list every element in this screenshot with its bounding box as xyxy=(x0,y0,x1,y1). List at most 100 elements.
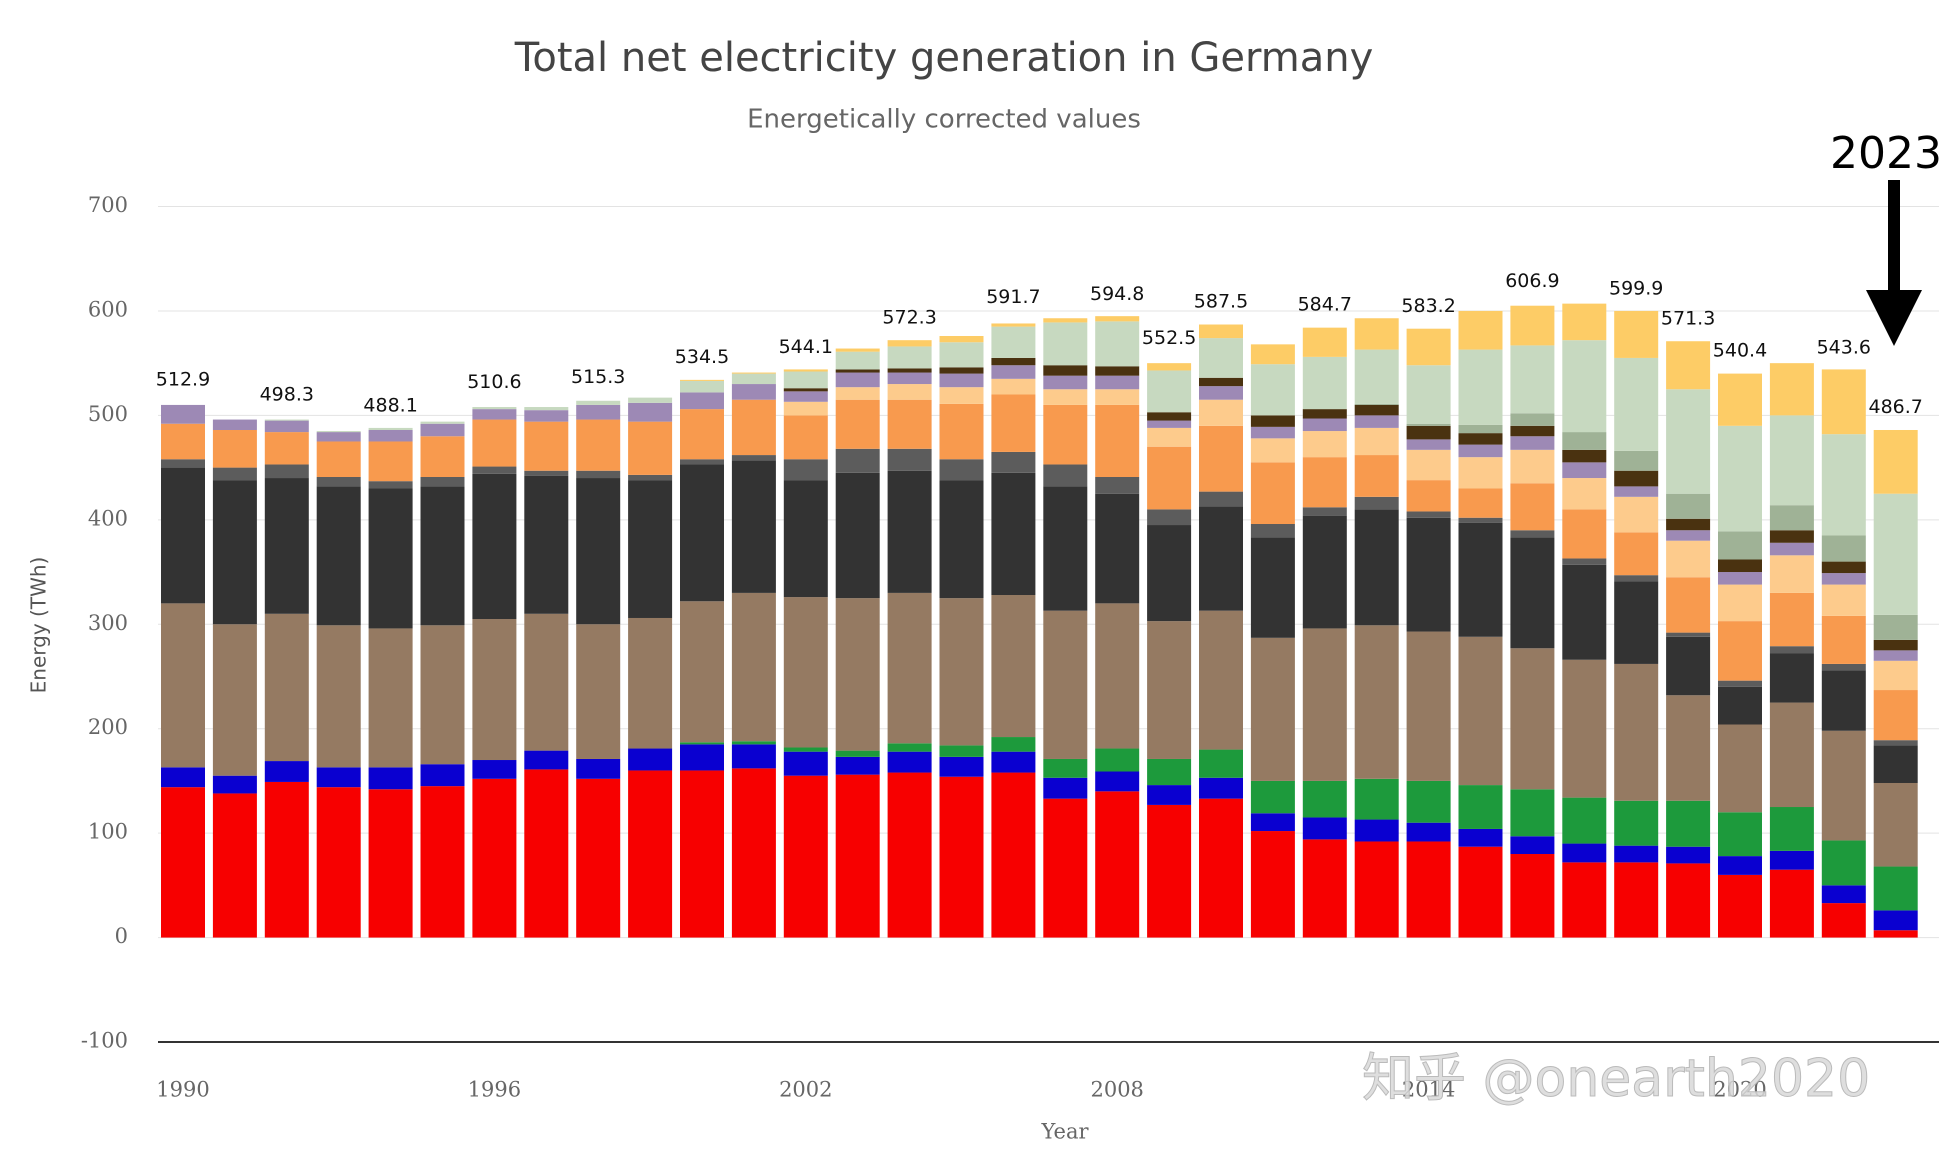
bar-segment xyxy=(1406,631,1451,781)
bar-segment xyxy=(1199,425,1243,492)
bar-segment xyxy=(1718,621,1762,681)
bar-segment xyxy=(1199,399,1243,426)
y-tick-label: 100 xyxy=(88,820,128,844)
bar-segment xyxy=(939,367,984,374)
bar-segment xyxy=(1406,517,1451,632)
bar-segment xyxy=(1821,369,1866,435)
bar-segment xyxy=(576,778,621,938)
bar-segment xyxy=(1354,427,1399,456)
bar-segment xyxy=(1354,403,1399,405)
bar-segment xyxy=(264,464,309,479)
bar-segment xyxy=(628,480,673,618)
bar-segment xyxy=(212,624,257,776)
bar-segment xyxy=(1718,559,1762,573)
bar-segment xyxy=(1769,415,1814,506)
plot-area: -100 0 100 200 300 400 500 600 700 1990 512.9 498.3… xyxy=(81,193,1939,1102)
total-label: 571.3 xyxy=(1661,307,1715,329)
bar-segment xyxy=(1147,509,1192,526)
bar-segment xyxy=(576,470,621,479)
bar-segment xyxy=(1614,486,1659,497)
bar-segment xyxy=(472,407,517,410)
bar-segment xyxy=(1095,603,1140,749)
bar-segment xyxy=(731,744,776,769)
bar-segment xyxy=(835,448,880,473)
total-label: 591.7 xyxy=(986,286,1040,308)
bar-segment xyxy=(1666,518,1711,531)
bar-segment xyxy=(1199,777,1243,799)
bar-segment xyxy=(1250,415,1295,427)
bar-segment xyxy=(420,423,465,437)
bar-segment xyxy=(887,592,932,744)
bar-segment xyxy=(1562,449,1607,463)
bar-segment xyxy=(1769,542,1814,556)
bar-segment xyxy=(1043,610,1088,759)
bar-segment xyxy=(161,423,205,460)
bar-segment xyxy=(264,432,309,465)
bar-segment xyxy=(1821,730,1866,841)
bar-segment xyxy=(1873,930,1918,938)
bar-segment xyxy=(1666,695,1711,801)
bar-segment xyxy=(1458,349,1503,425)
bar-segment xyxy=(835,750,880,757)
bar-segment xyxy=(1614,450,1659,471)
bar-segment xyxy=(316,441,361,477)
total-label: 515.3 xyxy=(571,366,625,388)
bar-segment xyxy=(1043,464,1088,487)
bar-segment xyxy=(991,365,1036,379)
bar-segment xyxy=(1562,843,1607,863)
bar-segment xyxy=(835,348,880,352)
bar-segment xyxy=(680,379,724,381)
bar-segment xyxy=(1354,496,1399,510)
bar-segment xyxy=(939,756,984,777)
bar-segment xyxy=(1458,636,1503,786)
bar-segment xyxy=(1821,561,1866,574)
bar-segment xyxy=(524,410,569,422)
bar-segment xyxy=(1666,632,1711,637)
bar-segment xyxy=(1666,577,1711,633)
bar-segment xyxy=(991,323,1036,327)
bar-segment xyxy=(887,470,932,593)
bar-segment xyxy=(212,775,257,794)
y-tick-label: -100 xyxy=(81,1029,128,1053)
bar-segment xyxy=(264,478,309,614)
bar-segment xyxy=(1302,839,1347,938)
bar-segment xyxy=(1147,363,1192,371)
bar-segment xyxy=(1354,455,1399,497)
bar-segment xyxy=(1769,850,1814,870)
bar-segment xyxy=(835,369,880,373)
bar-segment xyxy=(161,787,205,938)
y-axis-title: Energy (TWh) xyxy=(27,557,51,694)
bar-segment xyxy=(472,419,517,467)
bar-segment xyxy=(161,404,205,424)
bar-segment xyxy=(1614,532,1659,576)
bar-segment xyxy=(1769,646,1814,654)
bar-segment xyxy=(783,751,828,776)
bar-segment xyxy=(1458,846,1503,938)
bar-segment xyxy=(1873,690,1918,741)
bar-segment xyxy=(991,394,1036,452)
bar-segment xyxy=(576,419,621,471)
bar-segment xyxy=(472,619,517,761)
bar-segment xyxy=(1718,874,1762,938)
bar-segment xyxy=(1458,424,1503,434)
bar-segment xyxy=(1458,444,1503,458)
bar-segment xyxy=(1095,404,1140,477)
bar-segment xyxy=(1458,522,1503,637)
bar-segment xyxy=(1458,457,1503,489)
bar-segment xyxy=(1769,363,1814,416)
y-tick-label: 300 xyxy=(88,611,128,635)
bar-segment xyxy=(1147,412,1192,421)
bar-segment xyxy=(524,613,569,751)
bar-segment xyxy=(835,472,880,599)
bar-segment xyxy=(1199,506,1243,611)
bar-segment xyxy=(368,427,413,430)
bar-segment xyxy=(1199,377,1243,387)
bar-segment xyxy=(1718,572,1762,585)
bar-segment xyxy=(783,747,828,752)
bar-segment xyxy=(1354,509,1399,626)
bar-segment xyxy=(1147,804,1192,938)
bar-segment xyxy=(783,597,828,748)
bar-segment xyxy=(1718,425,1762,532)
bar-segment xyxy=(1718,373,1762,426)
bar-segment xyxy=(1095,316,1140,322)
